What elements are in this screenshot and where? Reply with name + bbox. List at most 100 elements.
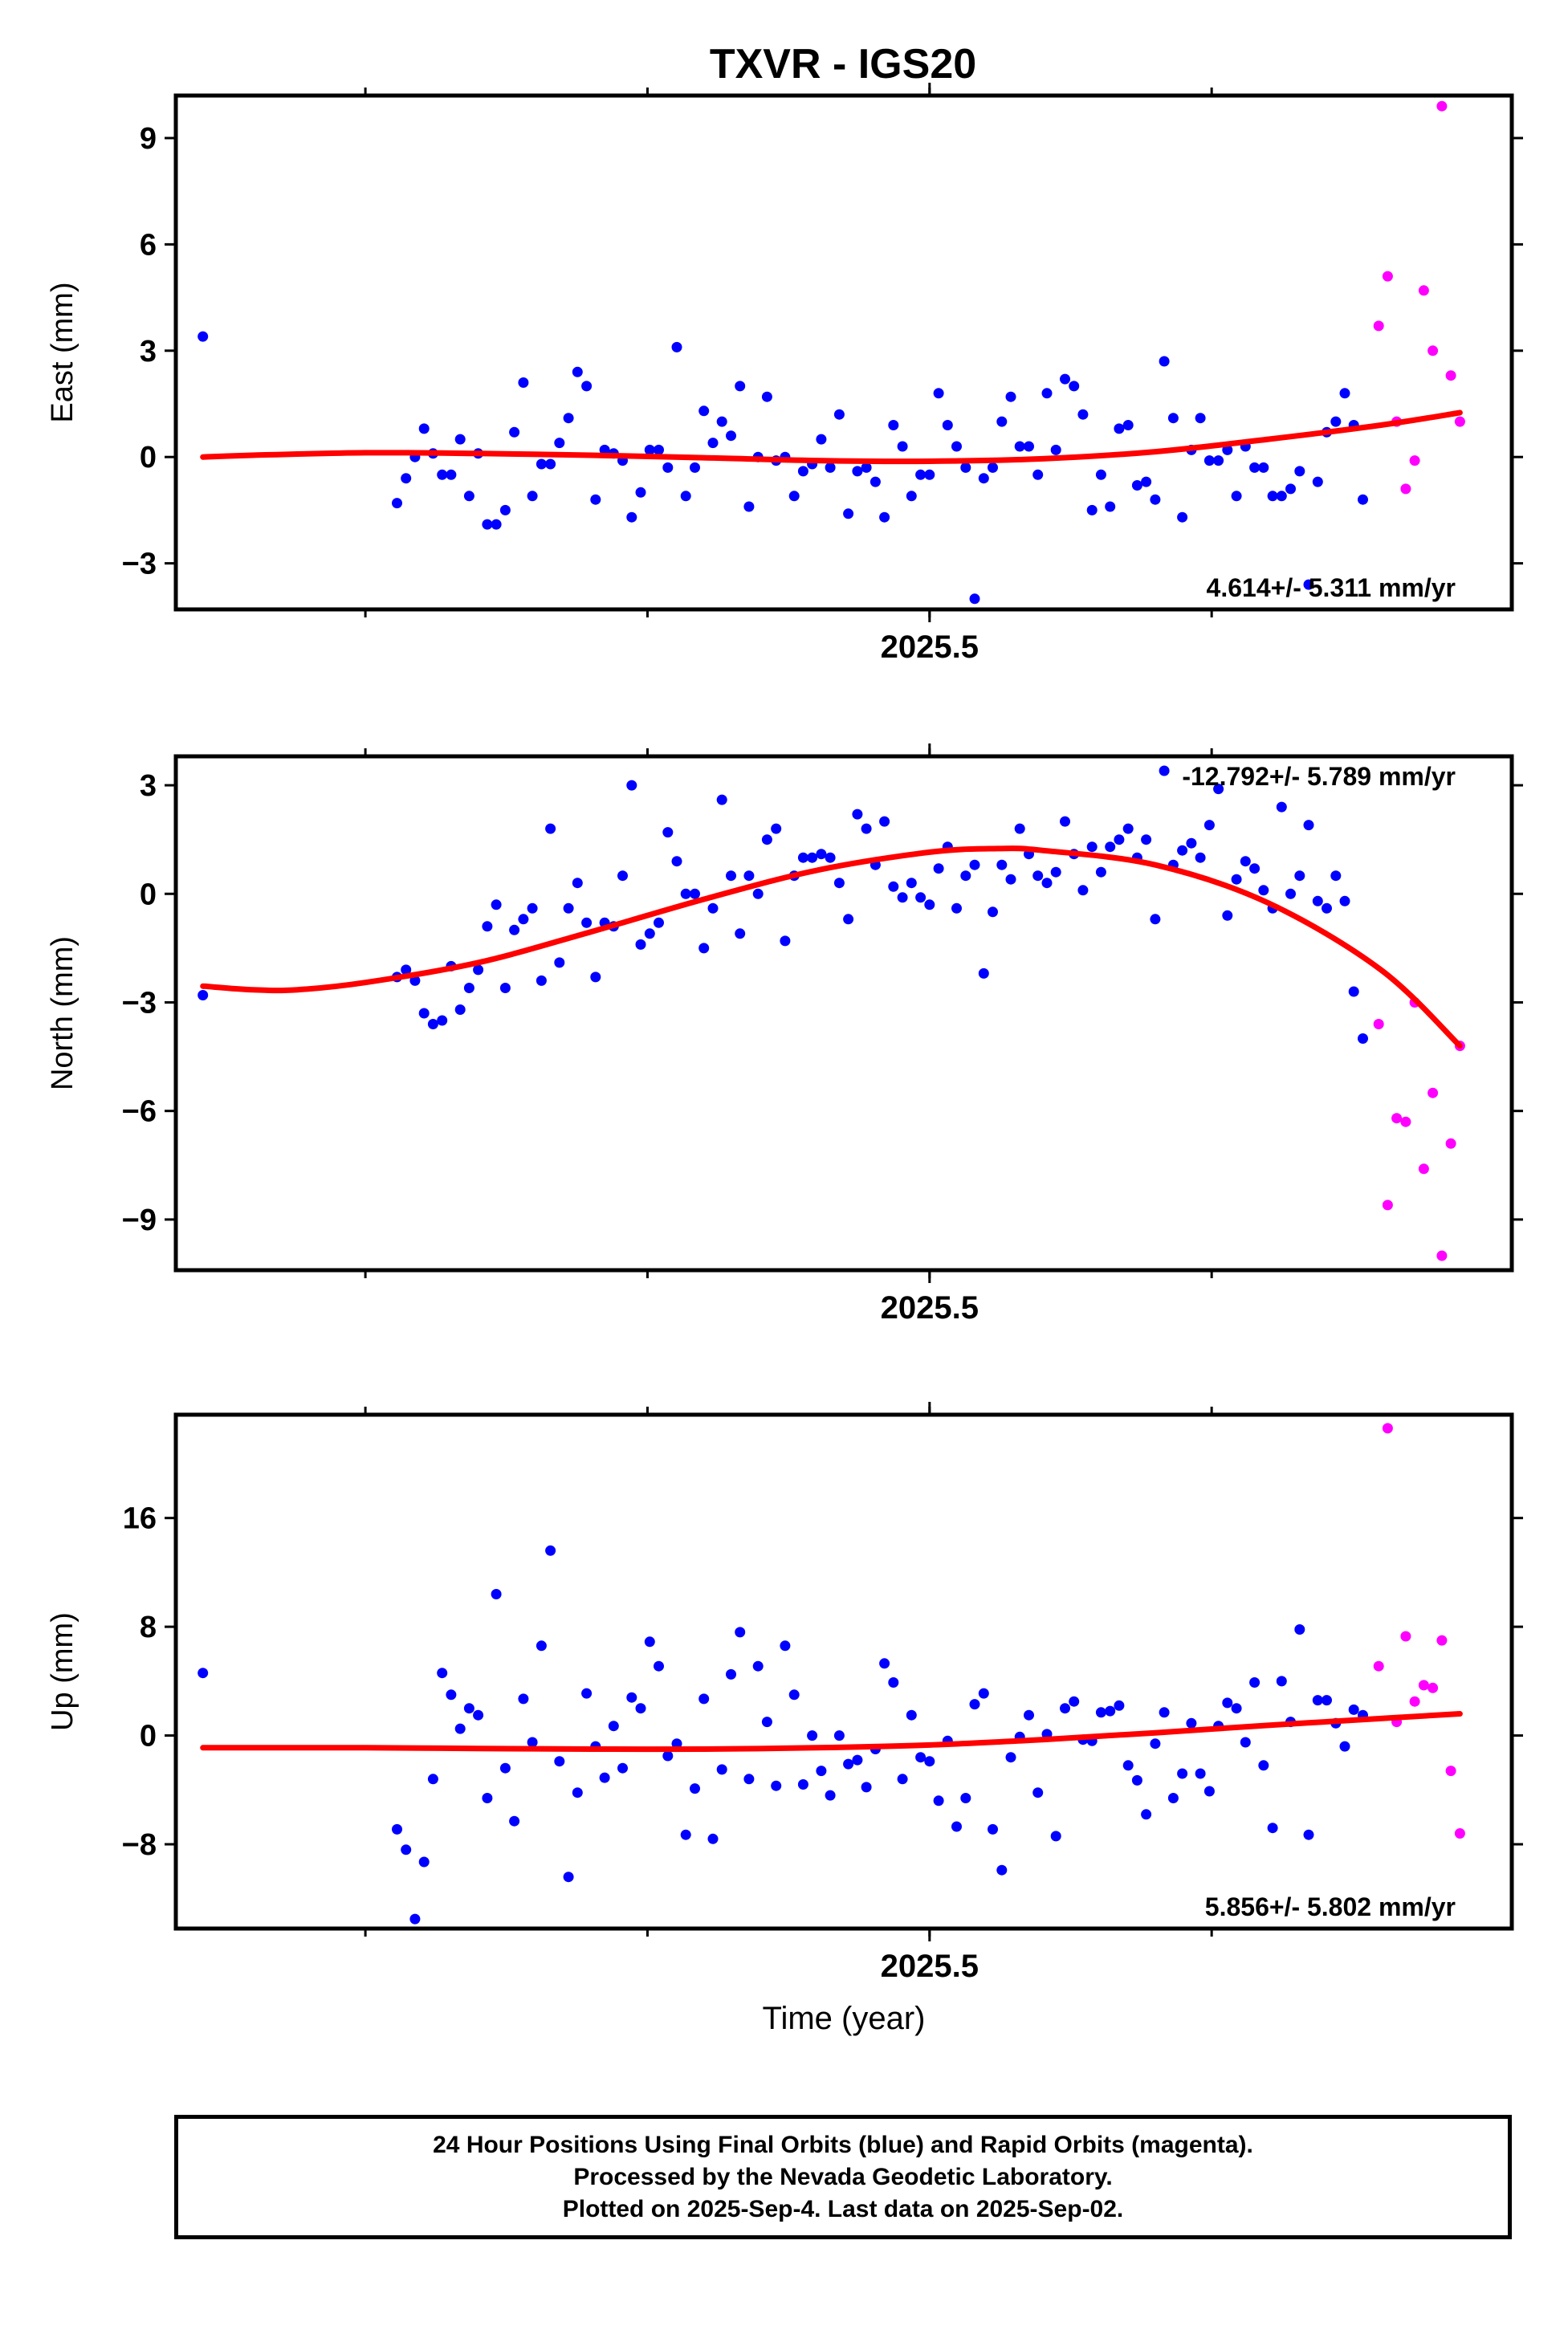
final-point (401, 473, 412, 484)
final-point (454, 1004, 466, 1015)
final-point (1032, 1787, 1044, 1798)
final-point (1276, 1676, 1287, 1687)
rapid-point (1418, 1163, 1429, 1175)
final-point (198, 331, 209, 342)
final-point (933, 863, 944, 874)
final-point (581, 917, 593, 928)
final-point (1014, 823, 1025, 834)
final-point (933, 388, 944, 399)
final-point (969, 859, 980, 870)
final-point (951, 441, 962, 452)
final-point (1131, 1774, 1142, 1786)
rapid-point (1418, 285, 1429, 296)
final-point (1222, 444, 1233, 455)
final-point (735, 381, 746, 392)
final-point (906, 878, 917, 889)
rate-annotation: 5.856+/- 5.802 mm/yr (1205, 1892, 1456, 1921)
final-point (482, 1793, 493, 1803)
final-point (1322, 1695, 1332, 1706)
final-point (771, 1780, 782, 1791)
final-point (671, 1738, 682, 1750)
final-point (680, 1829, 691, 1840)
final-point (1285, 483, 1296, 495)
final-point (978, 967, 989, 979)
final-point (1032, 469, 1044, 480)
final-point (590, 494, 601, 505)
x-tick-label: 2025.5 (881, 1290, 979, 1326)
final-point (1150, 1738, 1161, 1750)
final-point (1303, 579, 1314, 590)
final-point (509, 924, 520, 935)
final-point (1258, 462, 1269, 473)
final-point (1258, 885, 1269, 896)
final-point (499, 983, 511, 993)
final-point (518, 914, 529, 925)
rapid-point (1382, 271, 1393, 282)
final-point (437, 469, 448, 480)
rapid-point (1418, 1680, 1429, 1691)
final-point (499, 504, 511, 515)
final-point (879, 1658, 890, 1669)
rate-annotation: 4.614+/- 5.311 mm/yr (1207, 573, 1456, 602)
final-point (545, 458, 556, 470)
final-point (617, 1762, 628, 1774)
final-point (518, 1693, 529, 1705)
final-point (392, 498, 402, 509)
final-point (906, 491, 917, 502)
final-point (743, 501, 755, 512)
rapid-point (1454, 1828, 1465, 1839)
panel-east-data (198, 100, 1465, 605)
final-point (897, 1774, 908, 1785)
final-point (1240, 856, 1251, 867)
final-point (716, 1764, 727, 1775)
final-point (572, 1787, 583, 1798)
final-point (454, 434, 466, 445)
final-point (879, 511, 890, 523)
rapid-point (1409, 1696, 1420, 1707)
final-point (1249, 462, 1261, 473)
final-point (996, 859, 1008, 870)
final-point (401, 1844, 412, 1855)
final-point (1267, 1823, 1278, 1834)
final-point (536, 975, 547, 986)
final-point (1150, 494, 1161, 505)
final-point (1122, 823, 1134, 834)
final-point (1231, 1703, 1242, 1714)
final-point (707, 438, 719, 449)
y-tick-label: −3 (122, 986, 157, 1020)
final-point (843, 1758, 854, 1770)
final-point (780, 935, 791, 947)
final-point (888, 881, 899, 892)
final-point (644, 444, 655, 455)
footer-line-3: Plotted on 2025-Sep-4. Last data on 2025… (562, 2195, 1124, 2222)
final-point (1041, 388, 1053, 399)
final-point (581, 1688, 593, 1699)
final-point (491, 519, 502, 530)
final-point (581, 381, 593, 392)
final-point (563, 413, 574, 424)
final-point (1303, 1829, 1314, 1840)
final-point (1213, 455, 1224, 466)
final-point (1285, 888, 1296, 899)
final-point (833, 409, 845, 420)
rapid-point (1436, 1635, 1448, 1646)
final-point (572, 878, 583, 889)
final-point (662, 462, 674, 473)
final-point (608, 1721, 619, 1732)
final-point (852, 809, 863, 820)
final-point (1141, 834, 1152, 845)
final-point (1105, 841, 1116, 853)
final-point (654, 1660, 664, 1672)
final-point (671, 341, 682, 352)
final-point (198, 1668, 209, 1679)
final-point (752, 1660, 764, 1672)
y-tick-label: 0 (140, 441, 157, 475)
final-point (906, 1709, 917, 1721)
final-point (1095, 1707, 1106, 1718)
final-point (680, 888, 691, 899)
final-point (563, 902, 574, 914)
final-point (1024, 441, 1034, 452)
final-point (816, 849, 827, 860)
final-point (726, 1668, 736, 1680)
final-point (680, 491, 691, 502)
